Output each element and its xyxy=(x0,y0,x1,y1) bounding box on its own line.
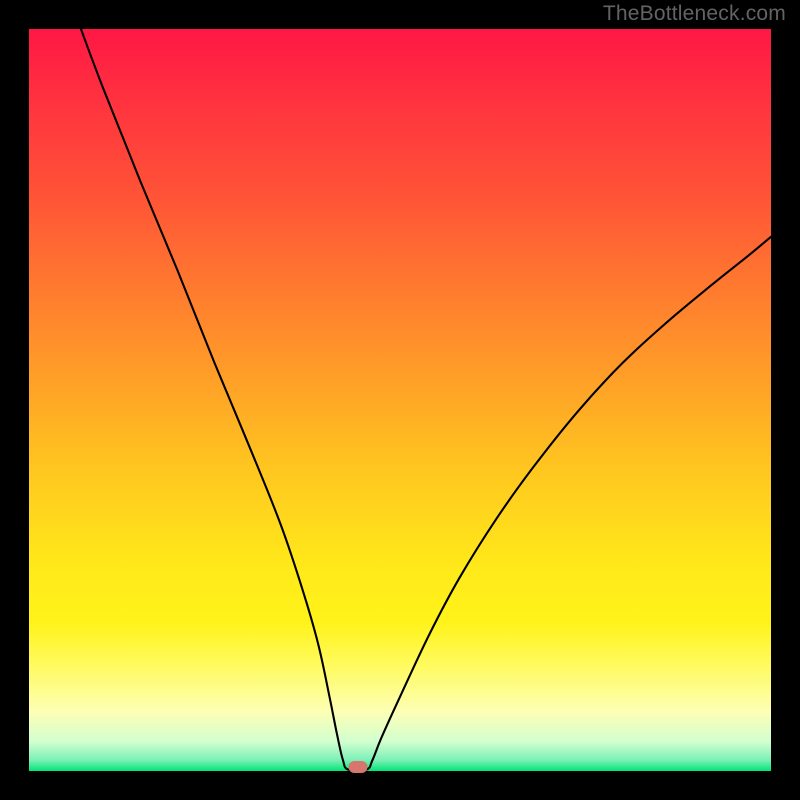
curve-path xyxy=(81,29,771,771)
outer-frame: TheBottleneck.com xyxy=(0,0,800,800)
plot-area xyxy=(29,29,771,771)
optimal-point-marker xyxy=(348,761,367,773)
watermark-text: TheBottleneck.com xyxy=(603,2,786,26)
bottleneck-curve xyxy=(29,29,771,771)
